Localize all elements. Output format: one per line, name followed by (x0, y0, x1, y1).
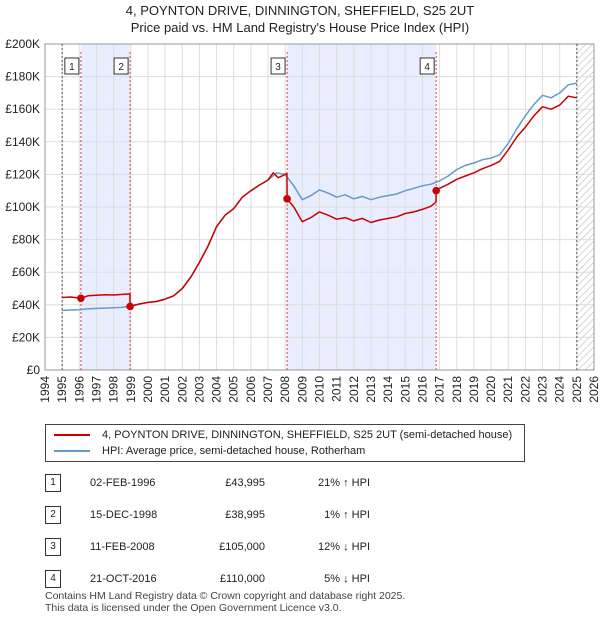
sale-point (432, 186, 440, 195)
x-tick-label: 2005 (227, 376, 241, 403)
y-tick-label: £160K (5, 102, 40, 116)
y-tick-label: £0 (27, 363, 41, 377)
y-tick-label: £140K (5, 135, 40, 149)
sale-date: 11-FEB-2008 (90, 541, 155, 553)
sale-number-badge: 4 (45, 570, 61, 588)
footer-licence: This data is licensed under the Open Gov… (45, 602, 342, 614)
x-tick-label: 2021 (501, 376, 515, 403)
x-tick-label: 2009 (295, 376, 309, 403)
y-tick-label: £60K (12, 265, 40, 279)
x-tick-label: 1996 (72, 376, 86, 403)
x-tick-label: 2003 (192, 376, 206, 403)
y-tick-label: £40K (12, 298, 40, 312)
y-tick-label: £200K (5, 37, 40, 51)
plot-frame (44, 43, 595, 371)
sale-number-label: 3 (275, 62, 281, 73)
x-tick-label: 2006 (244, 376, 258, 403)
sale-number-badge: 3 (45, 538, 61, 556)
x-tick-label: 2001 (158, 376, 172, 403)
sale-number-box (419, 57, 435, 75)
chart-title-line2: Price paid vs. HM Land Registry's House … (130, 20, 470, 35)
x-tick-label: 2011 (330, 376, 344, 402)
sale-number-badge: 1 (45, 474, 61, 492)
y-tick-label: £180K (5, 70, 40, 84)
price-chart: £0 £20K £40K £60K £80K £100K £120K £140K £160K £1… (5, 37, 600, 403)
x-tick-label: 1995 (55, 376, 69, 403)
x-tick-label: 2002 (175, 376, 189, 403)
sale-hpi-diff: 21% ↑ HPI (318, 477, 370, 489)
x-tick-label: 1994 (38, 376, 52, 403)
y-tick-label: £20K (12, 330, 40, 344)
sale-point (283, 195, 291, 203)
x-tick-label: 2017 (433, 376, 447, 403)
sale-price: £43,995 (225, 477, 265, 489)
legend-item-hpi: HPI: Average price, semi-detached house,… (54, 443, 365, 459)
chart-title-line1: 4, POYNTON DRIVE, DINNINGTON, SHEFFIELD,… (125, 3, 475, 18)
x-tick-label: 2026 (587, 376, 600, 403)
sale-number-label: 2 (118, 62, 124, 73)
sale-hpi-diff: 1% ↑ HPI (324, 509, 370, 521)
legend-label-hpi: HPI: Average price, semi-detached house,… (102, 445, 366, 457)
x-tick-label: 2000 (141, 376, 155, 403)
x-tick-label: 2023 (536, 376, 550, 403)
property-price-line (62, 95, 577, 308)
sale-hpi-diff: 5% ↓ HPI (324, 573, 370, 585)
legend-swatch-hpi (54, 450, 90, 453)
y-tick-label: £80K (12, 233, 40, 247)
sale-date: 02-FEB-1996 (90, 477, 156, 489)
sale-date: 15-DEC-1998 (90, 509, 158, 521)
x-tick-label: 1998 (107, 376, 121, 403)
legend-swatch-property (54, 434, 90, 437)
legend-item-property: 4, POYNTON DRIVE, DINNINGTON, SHEFFIELD,… (54, 427, 512, 443)
sale-number-badge: 2 (45, 506, 61, 524)
x-tick-label: 2020 (484, 376, 498, 403)
footer: Contains HM Land Registry data © Crown c… (45, 590, 405, 614)
x-tick-label: 2016 (415, 376, 429, 403)
x-tick-label: 2022 (518, 376, 532, 403)
sale-price: £38,995 (225, 509, 265, 521)
sale-number-box (113, 57, 129, 75)
x-tick-label: 2004 (210, 376, 224, 403)
x-tick-label: 1997 (89, 376, 103, 403)
sale-point (77, 294, 85, 303)
x-tick-label: 2010 (313, 376, 327, 403)
x-tick-label: 2012 (347, 376, 361, 403)
sale-date: 21-OCT-2016 (90, 573, 157, 585)
x-tick-label: 2019 (467, 376, 481, 403)
legend: 4, POYNTON DRIVE, DINNINGTON, SHEFFIELD,… (45, 424, 525, 462)
legend-label-property: 4, POYNTON DRIVE, DINNINGTON, SHEFFIELD,… (102, 429, 513, 441)
sale-price: £110,000 (219, 573, 265, 585)
x-tick-label: 1999 (124, 376, 138, 403)
y-tick-label: £120K (5, 167, 40, 181)
sale-number-box (64, 57, 80, 75)
sale-hpi-diff: 12% ↓ HPI (318, 541, 370, 553)
y-tick-label: £100K (5, 200, 40, 214)
x-tick-label: 2024 (553, 376, 567, 403)
sale-number-label: 1 (69, 62, 75, 73)
sale-number-label: 4 (424, 62, 430, 73)
sale-price: £105,000 (219, 541, 265, 553)
x-tick-label: 2015 (398, 376, 412, 403)
sale-point (126, 302, 134, 311)
x-tick-label: 2014 (381, 376, 395, 403)
x-tick-label: 2008 (278, 376, 292, 403)
x-tick-label: 2018 (450, 376, 464, 403)
sale-number-box (270, 57, 286, 75)
chart-title: 4, POYNTON DRIVE, DINNINGTON, SHEFFIELD,… (0, 2, 600, 36)
x-tick-label: 2025 (570, 376, 584, 403)
x-tick-label: 2007 (261, 376, 275, 403)
footer-copyright: Contains HM Land Registry data © Crown c… (45, 590, 406, 602)
x-tick-label: 2013 (364, 376, 378, 403)
